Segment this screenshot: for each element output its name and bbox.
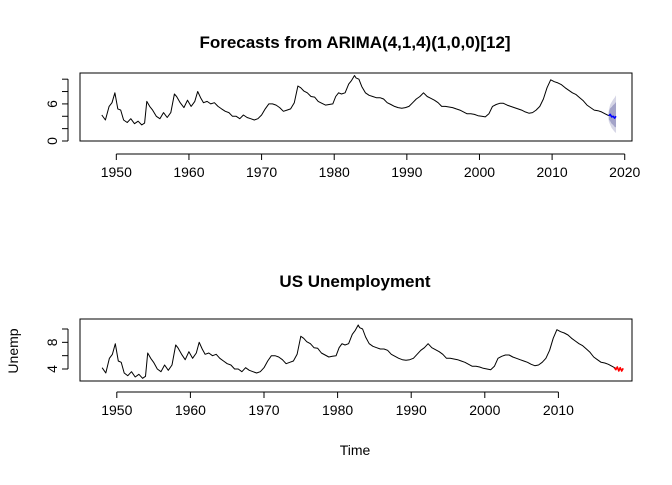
unemployment-plot-frame [79,318,633,382]
forecast-x-tick-label: 2010 [537,164,568,180]
forecast-x-tick-label: 1990 [391,164,422,180]
unemployment-panel: US Unemployment 1950 1960 1970 1980 1990 2000… [5,272,633,458]
forecast-forecast-line [608,113,617,119]
forecast-x-tick-label: 1960 [173,164,204,180]
unemployment-axes: 1950 1960 1970 1980 1990 2000 2010 4 8 [44,328,574,418]
y-axis-label: Unemp [5,328,21,373]
prediction-interval-80 [608,102,617,128]
unemployment-y-tick-label: 8 [44,338,60,346]
unemployment-series-lines [101,324,624,379]
unemployment-forecast-line [613,366,624,372]
unemployment-x-tick-label: 1950 [101,402,132,418]
unemployment-x-tick-label: 1980 [322,402,353,418]
forecast-axes: 1950 1960 1970 1980 1990 2000 2010 2020 0 6 [44,78,641,180]
forecast-y-tick-label: 0 [44,137,60,145]
unemployment-x-tick-label: 1960 [175,402,206,418]
forecast-x-tick-label: 2020 [609,164,640,180]
forecast-x-tick-label: 2000 [464,164,495,180]
unemployment-observed-line [101,324,617,379]
forecast-panel: Forecasts from ARIMA(4,1,4)(1,0,0)[12] 1… [44,33,641,180]
unemployment-x-tick-label: 1970 [248,402,279,418]
unemployment-chart-title: US Unemployment [279,272,430,291]
forecast-y-tick-label: 6 [44,100,60,108]
unemployment-y-tick-label: 4 [44,365,60,373]
x-axis-label: Time [340,442,371,458]
forecast-x-tick-label: 1950 [101,164,132,180]
forecast-chart-title: Forecasts from ARIMA(4,1,4)(1,0,0)[12] [199,33,510,52]
forecast-x-tick-label: 1970 [246,164,277,180]
forecast-plot-frame [79,72,633,142]
forecast-observed-line [101,75,610,126]
forecast-series-lines [101,75,617,126]
forecast-x-tick-label: 1980 [319,164,350,180]
unemployment-x-tick-label: 1990 [396,402,427,418]
forecast-prediction-intervals [608,95,617,133]
unemployment-x-tick-label: 2000 [469,402,500,418]
unemployment-x-tick-label: 2010 [543,402,574,418]
